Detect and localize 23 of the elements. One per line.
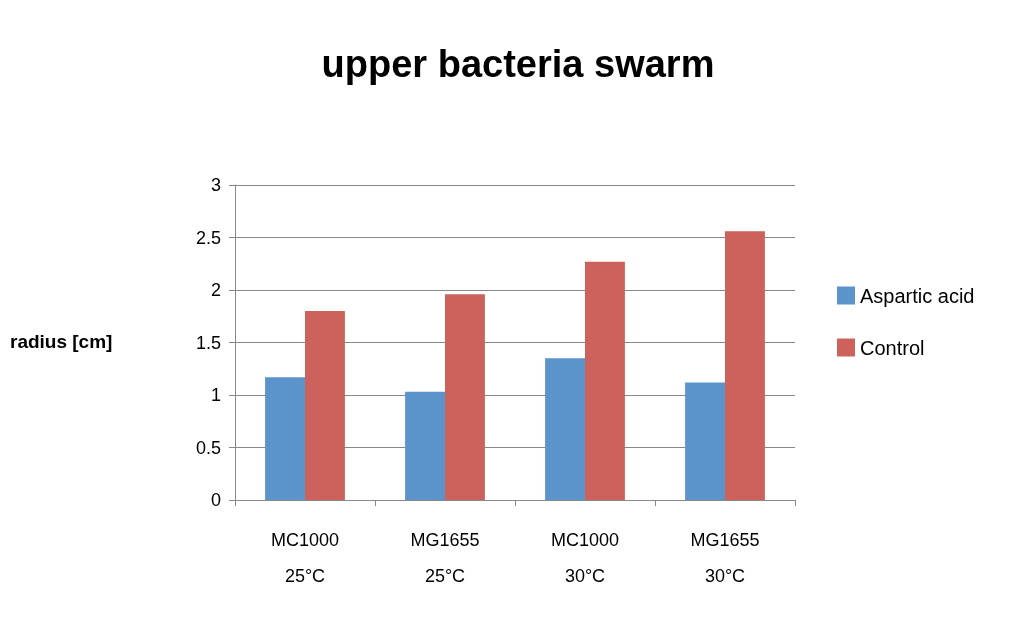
y-tick-label: 2.5 <box>195 227 221 248</box>
bar <box>585 261 625 500</box>
x-tick-label: MC1000 25°C <box>270 530 340 586</box>
legend-label: Aspartic acid <box>860 284 975 307</box>
y-tick-label: 1.5 <box>195 332 221 353</box>
y-tick-label: 0.5 <box>195 437 221 458</box>
y-tick-label: 0 <box>210 490 221 510</box>
bar <box>265 377 305 500</box>
x-tick-label: MC1000 30°C <box>550 530 620 586</box>
bar <box>545 358 585 500</box>
x-tick-label: MG1655 30°C <box>690 530 760 586</box>
bar <box>445 294 485 500</box>
y-tick-label: 1 <box>210 385 221 405</box>
y-axis-title: radius [cm] <box>10 331 113 352</box>
bar <box>405 391 445 500</box>
y-tick-label: 3 <box>210 175 221 195</box>
bar <box>725 231 765 500</box>
bar <box>305 311 345 500</box>
legend-label: Control <box>860 336 925 359</box>
bar <box>685 382 725 500</box>
y-tick-label: 2 <box>210 280 221 300</box>
x-tick-label: MG1655 25°C <box>410 530 480 586</box>
chart-title: upper bacteria swarm <box>321 43 715 85</box>
